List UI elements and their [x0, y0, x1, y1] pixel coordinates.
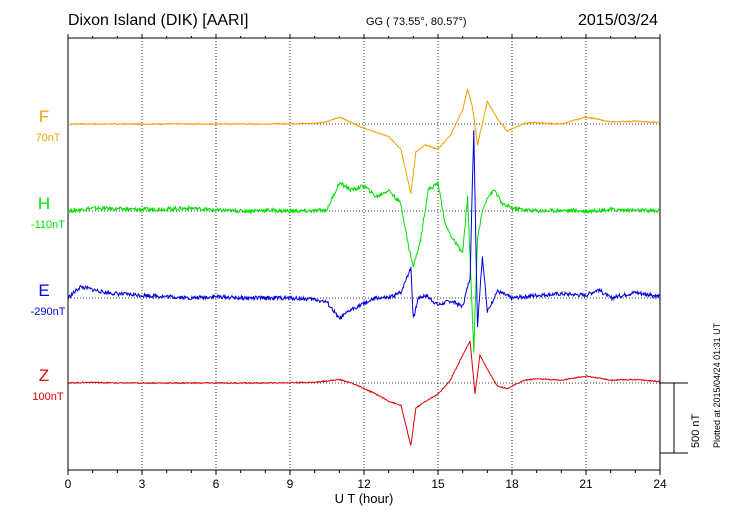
station-title: Dixon Island (DIK) [AARI]: [68, 12, 249, 29]
x-tick-label: 6: [213, 477, 220, 491]
series-line-f: [67, 88, 661, 195]
series-name-f: F: [39, 107, 49, 126]
series-name-e: E: [38, 281, 49, 300]
x-tick-label: 3: [139, 477, 146, 491]
series-line-z: [67, 340, 661, 446]
x-axis-label: U T (hour): [335, 491, 394, 506]
x-tick-label: 9: [287, 477, 294, 491]
chart-date: 2015/03/24: [578, 12, 659, 29]
station-coordinates: GG ( 73.55°, 80.57°): [366, 16, 467, 28]
series-line-e: [67, 130, 661, 328]
x-tick-label: 21: [579, 477, 593, 491]
series-baseline-h: -110nT: [31, 219, 65, 231]
x-tick-label: 12: [357, 477, 371, 491]
x-tick-label: 24: [653, 477, 667, 491]
x-tick-label: 0: [65, 477, 72, 491]
series-baseline-e: -290nT: [31, 306, 66, 318]
x-tick-label: 18: [505, 477, 519, 491]
x-tick-label: 15: [431, 477, 445, 491]
series-name-z: Z: [39, 366, 49, 385]
series-baseline-z: 100nT: [32, 391, 63, 403]
series-baseline-f: 70nT: [35, 132, 60, 144]
series-name-h: H: [38, 194, 50, 213]
series-line-h: [67, 181, 661, 353]
